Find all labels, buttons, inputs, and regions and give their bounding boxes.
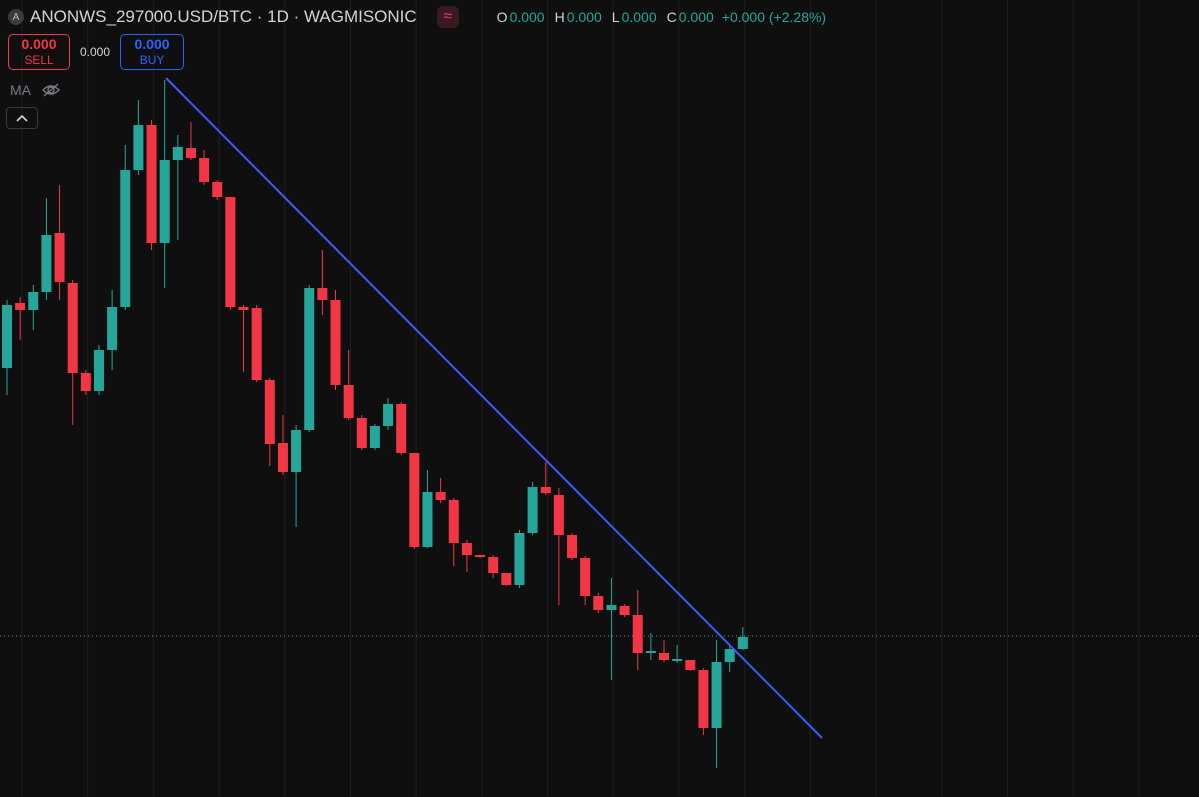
candle-body xyxy=(685,660,696,670)
candle-body xyxy=(724,649,735,662)
candle-body xyxy=(567,535,578,558)
c-label: C xyxy=(666,9,677,25)
candle-body xyxy=(199,158,210,182)
header: A ANONWS_297000.USD/BTC · 1D · WAGMISONI… xyxy=(8,6,826,28)
candle-body xyxy=(737,637,748,649)
buy-button[interactable]: 0.000 BUY xyxy=(120,34,185,70)
indicator-row: MA xyxy=(10,82,61,98)
collapse-button[interactable] xyxy=(6,107,38,129)
candle-body xyxy=(409,453,420,547)
candle-body xyxy=(501,573,512,585)
candle-body xyxy=(383,404,394,426)
trend-line xyxy=(165,77,823,739)
candle-body xyxy=(369,426,380,448)
candle-body xyxy=(711,662,722,728)
candle-body xyxy=(251,308,262,380)
o-label: O xyxy=(496,9,508,25)
candle-body xyxy=(698,670,709,728)
candle-body xyxy=(212,182,223,197)
candle-body xyxy=(185,148,196,158)
candle-body xyxy=(659,653,669,660)
candle-body xyxy=(580,558,591,596)
candle-body xyxy=(330,300,341,385)
candle-body xyxy=(527,487,538,533)
candle-body xyxy=(448,500,459,543)
l-label: L xyxy=(611,9,620,25)
candle-body xyxy=(645,651,656,653)
symbol[interactable]: ANONWS_297000.USD/BTC · 1D · WAGMISONIC xyxy=(30,7,417,26)
candle-body xyxy=(67,283,78,373)
ohlc: O 0.000 H 0.000 L 0.000 C 0.000 +0.000 (+2.2… xyxy=(489,9,826,25)
candle-body xyxy=(356,418,367,448)
chevron xyxy=(16,114,28,122)
candle-body xyxy=(553,495,564,535)
candle-body xyxy=(475,555,486,557)
h-value: 0.000 xyxy=(566,9,602,25)
candle-body xyxy=(15,303,26,310)
candle-body xyxy=(159,160,170,243)
candle-body xyxy=(146,125,157,243)
symbol-icon: A xyxy=(8,9,24,25)
candle-body xyxy=(435,492,446,500)
buy-label: BUY xyxy=(139,53,165,67)
sell-button[interactable]: 0.000 SELL xyxy=(8,34,70,70)
candle-body xyxy=(304,288,315,430)
candle-body xyxy=(28,292,39,310)
candle-body xyxy=(619,606,630,615)
candle-body xyxy=(396,404,407,453)
candle-body xyxy=(488,557,499,573)
candle-body xyxy=(606,605,617,610)
candle-body xyxy=(264,380,275,444)
candle-body xyxy=(540,487,551,493)
c-value: 0.000 xyxy=(678,9,714,25)
h-label: H xyxy=(554,9,565,25)
candle-body xyxy=(54,233,65,282)
candle-body xyxy=(93,350,104,391)
indicator-icon[interactable]: ≈ xyxy=(436,6,459,28)
hide-icon[interactable] xyxy=(41,82,61,98)
candle-body xyxy=(461,543,472,555)
buy-price: 0.000 xyxy=(134,36,170,52)
candle-body xyxy=(225,197,236,307)
candle-body xyxy=(422,492,433,547)
candle-body xyxy=(343,385,354,418)
l-value: 0.000 xyxy=(621,9,657,25)
sell-price: 0.000 xyxy=(21,36,57,52)
sell-label: SELL xyxy=(24,53,54,67)
indicator-name: MA xyxy=(10,82,31,98)
candle-body xyxy=(632,615,643,653)
candle-body xyxy=(317,288,328,300)
candle-body xyxy=(291,430,302,472)
candle-body xyxy=(107,307,118,350)
candle-body xyxy=(2,305,12,368)
candle-body xyxy=(172,147,183,160)
candle-body xyxy=(593,596,604,610)
change: +0.000 (+2.28%) xyxy=(721,9,827,25)
candle-body xyxy=(80,373,91,391)
candle-body xyxy=(514,533,525,585)
candle-body xyxy=(41,235,52,292)
spread: 0.000 xyxy=(80,45,111,59)
trade-buttons: 0.000 SELL 0.000 0.000 BUY xyxy=(8,34,185,70)
o-value: 0.000 xyxy=(509,9,545,25)
candle-body xyxy=(120,170,131,307)
candle-body xyxy=(238,307,249,310)
candle-body xyxy=(672,659,683,661)
candle-body xyxy=(277,443,288,472)
candle-body xyxy=(133,125,144,170)
